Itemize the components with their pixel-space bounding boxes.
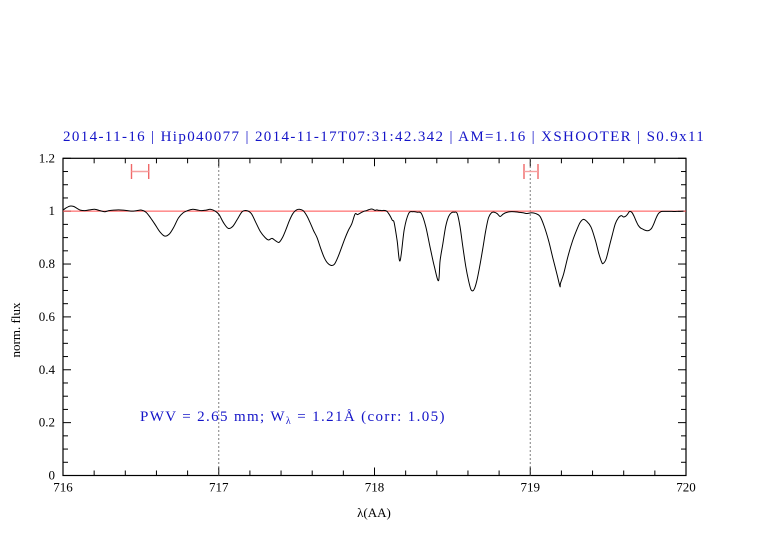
- svg-text:norm. flux: norm. flux: [8, 302, 23, 357]
- svg-text:0.4: 0.4: [39, 362, 56, 377]
- svg-text:720: 720: [676, 480, 696, 495]
- svg-text:716: 716: [53, 480, 73, 495]
- svg-text:λ(AA): λ(AA): [357, 505, 391, 520]
- svg-text:PWV = 2.65 mm; Wλ = 1.21Å (cor: PWV = 2.65 mm; Wλ = 1.21Å (corr: 1.05): [140, 409, 446, 427]
- svg-text:2014-11-16 | Hip040077 | 2014-: 2014-11-16 | Hip040077 | 2014-11-17T07:3…: [63, 129, 705, 145]
- svg-text:717: 717: [209, 480, 229, 495]
- svg-text:0.8: 0.8: [39, 256, 55, 271]
- svg-text:1.2: 1.2: [39, 150, 55, 165]
- svg-text:719: 719: [521, 480, 541, 495]
- svg-text:0.6: 0.6: [39, 309, 56, 324]
- svg-text:718: 718: [365, 480, 385, 495]
- svg-text:0.2: 0.2: [39, 415, 55, 430]
- svg-text:1: 1: [49, 203, 56, 218]
